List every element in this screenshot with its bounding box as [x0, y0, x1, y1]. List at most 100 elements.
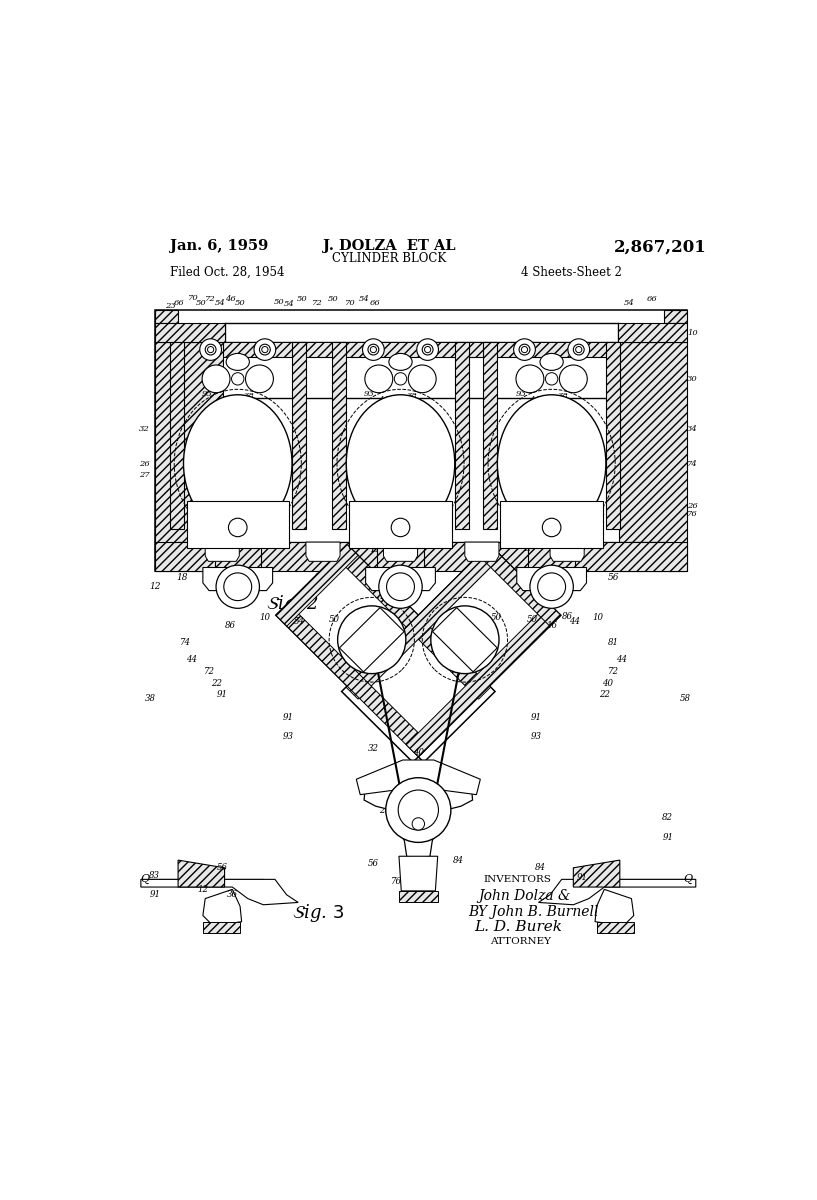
Circle shape	[521, 347, 528, 353]
Polygon shape	[356, 760, 480, 794]
Polygon shape	[484, 342, 498, 529]
Polygon shape	[406, 604, 560, 757]
Circle shape	[254, 338, 275, 360]
Text: 72: 72	[312, 299, 323, 307]
Text: E: E	[213, 544, 221, 553]
Text: 82: 82	[663, 814, 673, 822]
Text: 93: 93	[364, 390, 375, 398]
Text: 86: 86	[561, 612, 573, 622]
Circle shape	[386, 778, 451, 842]
Text: 52: 52	[203, 437, 214, 444]
Text: 60: 60	[217, 482, 228, 491]
Text: INVENTORS: INVENTORS	[484, 876, 551, 884]
Text: 16: 16	[546, 620, 557, 630]
Circle shape	[229, 518, 247, 536]
Ellipse shape	[389, 354, 412, 371]
Text: 10: 10	[592, 613, 604, 622]
Text: 20: 20	[391, 510, 402, 517]
Polygon shape	[346, 545, 502, 700]
Text: 84: 84	[453, 856, 464, 864]
Polygon shape	[595, 889, 634, 925]
Polygon shape	[292, 342, 306, 529]
Ellipse shape	[431, 606, 499, 673]
Text: E: E	[370, 545, 377, 554]
Text: 56: 56	[368, 859, 379, 869]
Text: 54: 54	[294, 617, 306, 626]
Text: 80: 80	[413, 809, 424, 818]
Circle shape	[379, 565, 422, 608]
Text: 92: 92	[205, 529, 216, 536]
Text: 40: 40	[413, 748, 424, 757]
Circle shape	[398, 790, 439, 830]
Polygon shape	[606, 342, 620, 529]
Circle shape	[224, 572, 252, 601]
Ellipse shape	[337, 606, 406, 673]
Polygon shape	[155, 342, 223, 571]
Text: $\mathcal{S}$ig. $3$: $\mathcal{S}$ig. $3$	[292, 902, 344, 924]
Text: 22: 22	[599, 690, 609, 700]
Text: 30: 30	[687, 374, 698, 383]
Circle shape	[574, 344, 584, 355]
Text: 54: 54	[623, 299, 635, 307]
Text: 76: 76	[391, 877, 402, 886]
Polygon shape	[596, 922, 634, 934]
Text: John Dolza &: John Dolza &	[478, 889, 570, 904]
Text: 56: 56	[217, 863, 228, 872]
Polygon shape	[306, 542, 340, 562]
Text: 22: 22	[519, 407, 530, 415]
Text: 23: 23	[165, 301, 176, 310]
Ellipse shape	[226, 354, 249, 371]
Circle shape	[391, 518, 410, 536]
Text: 74: 74	[687, 460, 698, 468]
Text: 58: 58	[363, 448, 373, 456]
Text: 12: 12	[149, 582, 161, 592]
Text: E: E	[523, 544, 530, 553]
Ellipse shape	[540, 354, 563, 371]
Text: 54: 54	[359, 295, 369, 302]
Text: 56: 56	[420, 574, 432, 582]
Text: 18: 18	[519, 574, 530, 582]
Text: 54: 54	[215, 299, 225, 307]
Polygon shape	[155, 310, 178, 324]
Polygon shape	[339, 607, 404, 672]
Text: 76: 76	[687, 510, 698, 517]
Polygon shape	[333, 342, 346, 529]
Polygon shape	[203, 568, 273, 590]
Text: ATTORNEY: ATTORNEY	[489, 937, 551, 946]
Circle shape	[542, 518, 561, 536]
Text: 44: 44	[376, 617, 386, 626]
Text: 91: 91	[283, 713, 293, 722]
Circle shape	[363, 338, 384, 360]
Text: 52: 52	[517, 437, 528, 444]
Text: 44: 44	[226, 413, 237, 421]
Circle shape	[568, 338, 590, 360]
Polygon shape	[432, 607, 498, 672]
Text: 44: 44	[569, 617, 580, 626]
Polygon shape	[383, 542, 417, 562]
Circle shape	[231, 373, 244, 385]
Polygon shape	[203, 922, 240, 934]
Text: 60: 60	[531, 482, 542, 491]
Text: 91: 91	[530, 713, 542, 722]
Polygon shape	[178, 342, 664, 358]
Text: 26: 26	[687, 502, 698, 510]
Text: 50: 50	[297, 295, 307, 302]
Text: 38: 38	[145, 694, 156, 703]
Text: Q: Q	[684, 875, 693, 884]
Text: 66: 66	[174, 299, 185, 307]
Circle shape	[200, 338, 221, 360]
Text: 50: 50	[196, 299, 207, 307]
Text: 93: 93	[209, 472, 220, 479]
Text: 66: 66	[647, 295, 658, 302]
Polygon shape	[366, 568, 435, 590]
Text: 84: 84	[534, 863, 546, 872]
Polygon shape	[538, 880, 696, 905]
Circle shape	[370, 347, 377, 353]
Polygon shape	[399, 890, 438, 902]
Text: 93: 93	[523, 472, 534, 479]
Text: 93: 93	[516, 390, 526, 398]
Ellipse shape	[498, 395, 606, 533]
Circle shape	[205, 344, 216, 355]
Text: 58: 58	[514, 448, 525, 456]
Polygon shape	[178, 860, 225, 887]
